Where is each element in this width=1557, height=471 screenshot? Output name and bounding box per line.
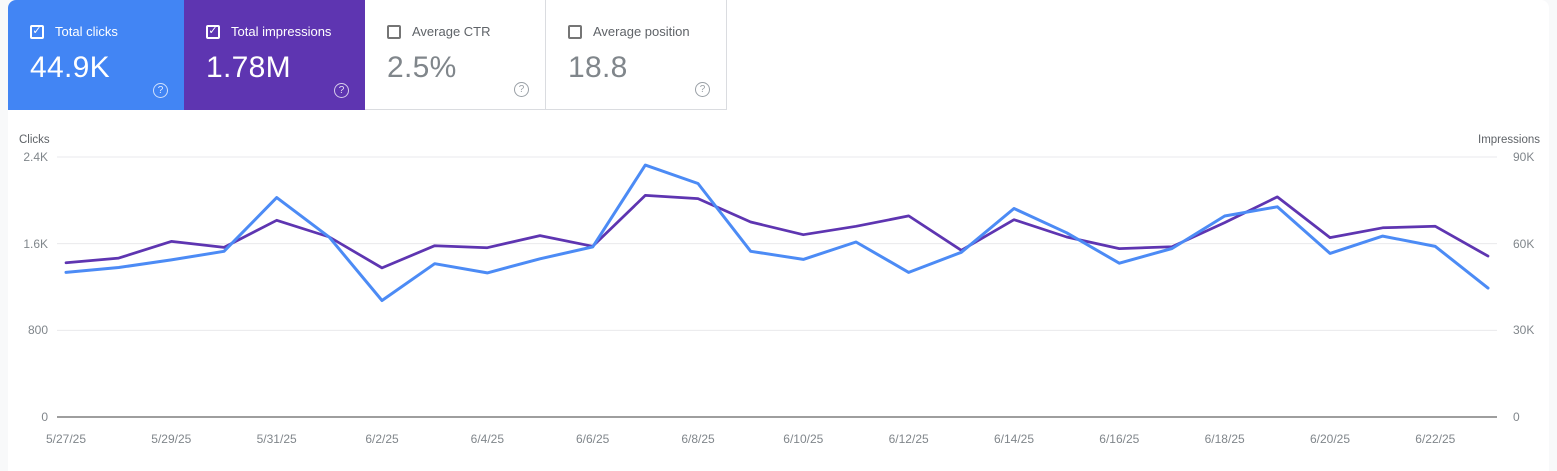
right-axis-tick: 30K <box>1513 323 1535 338</box>
checkbox-unchecked-icon[interactable] <box>387 24 401 39</box>
right-axis-tick: 60K <box>1513 236 1535 251</box>
left-axis-tick: 800 <box>27 323 48 338</box>
series-line-total-impressions <box>64 194 1490 270</box>
right-axis-tick: 0 <box>1513 410 1520 424</box>
right-axis-tick: 90K <box>1513 150 1535 164</box>
x-axis-tick: 6/4/25 <box>470 432 505 446</box>
chart-canvas[interactable] <box>8 110 1549 471</box>
metric-card-header: Average position <box>568 24 726 39</box>
metric-card-label: Total clicks <box>55 24 118 39</box>
x-axis-tick: 6/12/25 <box>888 432 929 446</box>
metric-card-value: 44.9K <box>30 51 110 84</box>
x-axis-tick: 6/8/25 <box>681 432 715 446</box>
x-axis-tick: 6/6/25 <box>575 432 610 446</box>
x-axis-tick: 5/29/25 <box>151 432 192 446</box>
performance-chart: Clicks Impressions 2.4K 90K 1.6K 60K 800 30K 0… <box>8 110 1549 471</box>
x-axis-tick: 6/22/25 <box>1415 432 1456 446</box>
checkbox-checked-icon[interactable] <box>206 24 220 39</box>
help-icon[interactable] <box>514 82 529 97</box>
metric-card-total-impressions[interactable]: Total impressions 1.78M <box>184 0 365 110</box>
x-axis-tick: 6/20/25 <box>1309 432 1351 446</box>
metric-cards-row: Total clicks 44.9K Total impressions 1.7… <box>8 0 1549 110</box>
left-axis-tick: 1.6K <box>23 236 48 251</box>
help-icon[interactable] <box>334 83 349 98</box>
x-axis-tick: 6/16/25 <box>1099 432 1140 446</box>
x-axis-tick: 5/27/25 <box>45 432 87 446</box>
help-icon[interactable] <box>695 82 710 97</box>
performance-panel: Total clicks 44.9K Total impressions 1.7… <box>8 0 1549 471</box>
metric-card-average-position[interactable]: Average position 18.8 <box>546 0 727 110</box>
metric-card-average-ctr[interactable]: Average CTR 2.5% <box>365 0 546 110</box>
x-axis-tick: 6/18/25 <box>1204 432 1245 446</box>
metric-card-value: 18.8 <box>568 51 628 84</box>
metric-card-header: Average CTR <box>387 24 545 39</box>
metric-card-total-clicks[interactable]: Total clicks 44.9K <box>8 0 184 110</box>
metric-card-value: 2.5% <box>387 51 457 84</box>
x-axis-tick: 5/31/25 <box>256 432 297 446</box>
checkbox-checked-icon[interactable] <box>30 24 44 39</box>
metric-card-label: Average CTR <box>412 24 491 39</box>
right-axis-title: Impressions <box>1478 134 1540 146</box>
x-axis-tick: 6/14/25 <box>993 432 1035 446</box>
metric-card-label: Total impressions <box>231 24 332 39</box>
left-axis-title: Clicks <box>19 134 50 146</box>
metric-card-value: 1.78M <box>206 51 291 84</box>
left-axis-tick: 0 <box>41 410 48 424</box>
metric-card-label: Average position <box>593 24 690 39</box>
left-axis-tick: 2.4K <box>23 150 48 164</box>
x-axis-tick: 6/2/25 <box>365 432 399 446</box>
help-icon[interactable] <box>153 83 168 98</box>
checkbox-unchecked-icon[interactable] <box>568 24 582 39</box>
metric-card-header: Total impressions <box>206 24 365 39</box>
x-axis-tick: 6/10/25 <box>783 432 824 446</box>
series-line-total-clicks <box>64 163 1490 302</box>
metric-card-header: Total clicks <box>30 24 184 39</box>
